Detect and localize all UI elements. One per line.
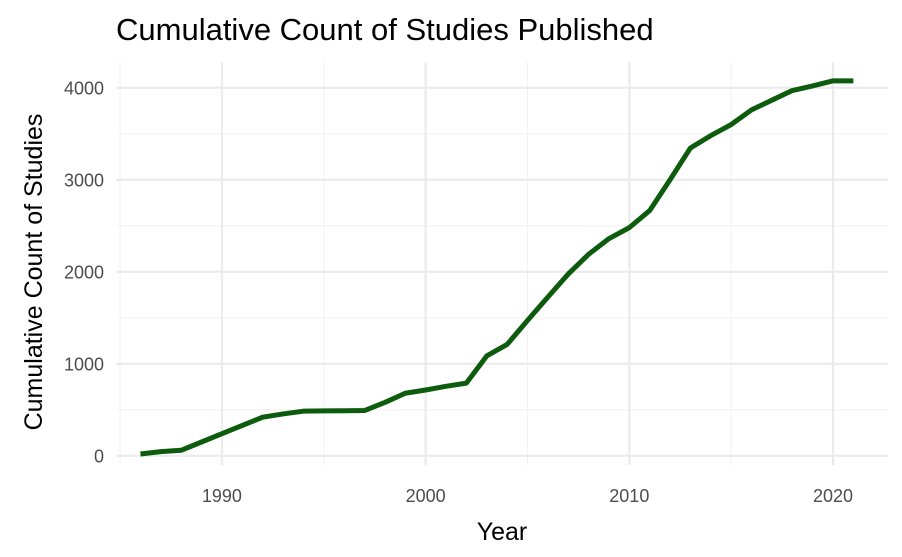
x-axis-title: Year bbox=[477, 518, 528, 546]
x-axis-ticks: 1990 2000 2010 2020 bbox=[202, 486, 853, 506]
y-tick-label: 3000 bbox=[64, 170, 104, 190]
series-layer bbox=[140, 78, 854, 457]
y-tick-label: 2000 bbox=[64, 262, 104, 282]
x-tick-label: 2010 bbox=[609, 486, 649, 506]
y-tick-label: 1000 bbox=[64, 354, 104, 374]
chart-title: Cumulative Count of Studies Published bbox=[116, 12, 654, 47]
series-line bbox=[140, 78, 854, 457]
y-tick-label: 4000 bbox=[64, 78, 104, 98]
y-axis-ticks: 0 1000 2000 3000 4000 bbox=[64, 78, 104, 466]
grid bbox=[116, 62, 888, 465]
x-tick-label: 1990 bbox=[202, 486, 242, 506]
y-axis-title: Cumulative Count of Studies bbox=[20, 114, 48, 431]
x-tick-label: 2020 bbox=[813, 486, 853, 506]
x-tick-label: 2000 bbox=[406, 486, 446, 506]
y-tick-label: 0 bbox=[94, 446, 104, 466]
